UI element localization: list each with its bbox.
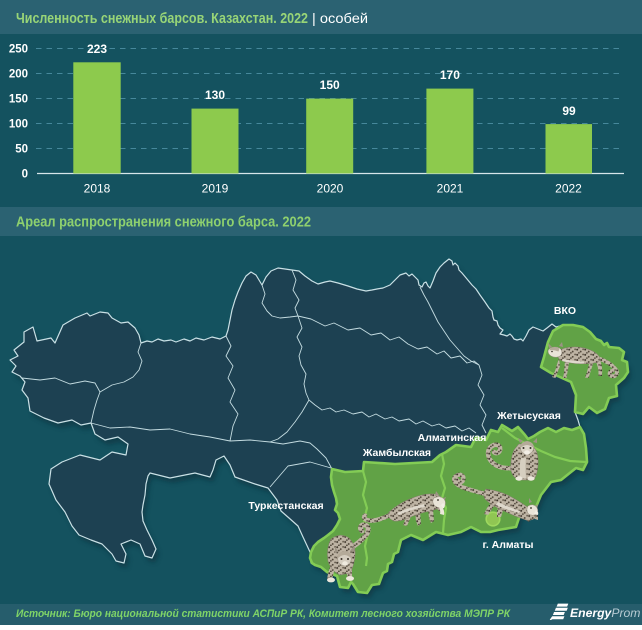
svg-text:г. Алматы: г. Алматы — [483, 539, 534, 551]
svg-text:200: 200 — [9, 69, 28, 81]
svg-text:2022: 2022 — [555, 182, 582, 196]
svg-text:EnergyProm: EnergyProm — [570, 606, 640, 620]
svg-text:Численность снежных барсов. Ка: Численность снежных барсов. Казахстан. 2… — [16, 11, 308, 27]
svg-text:250: 250 — [9, 44, 28, 56]
svg-text:130: 130 — [205, 88, 225, 102]
svg-text:150: 150 — [9, 94, 28, 106]
svg-text:170: 170 — [440, 68, 460, 82]
svg-text:| особей: | особей — [312, 10, 368, 26]
svg-text:Жетысуская: Жетысуская — [496, 410, 561, 422]
svg-text:99: 99 — [562, 104, 576, 118]
svg-text:2018: 2018 — [84, 182, 111, 196]
svg-text:2020: 2020 — [317, 182, 344, 196]
svg-text:100: 100 — [9, 119, 28, 131]
svg-text:ВКО: ВКО — [554, 305, 576, 317]
svg-text:Источник: Бюро национальной ст: Источник: Бюро национальной статистики А… — [16, 608, 511, 620]
svg-text:2019: 2019 — [202, 182, 229, 196]
svg-text:50: 50 — [15, 144, 28, 156]
svg-text:Ареал распространения снежного: Ареал распространения снежного барса. 20… — [16, 215, 311, 231]
svg-text:2021: 2021 — [437, 182, 464, 196]
svg-text:150: 150 — [320, 78, 340, 92]
svg-text:Туркестанская: Туркестанская — [248, 500, 323, 512]
svg-text:Алматинская: Алматинская — [418, 432, 487, 444]
svg-text:0: 0 — [22, 169, 28, 181]
svg-text:223: 223 — [87, 42, 107, 56]
svg-text:Жамбылская: Жамбылская — [362, 447, 431, 459]
